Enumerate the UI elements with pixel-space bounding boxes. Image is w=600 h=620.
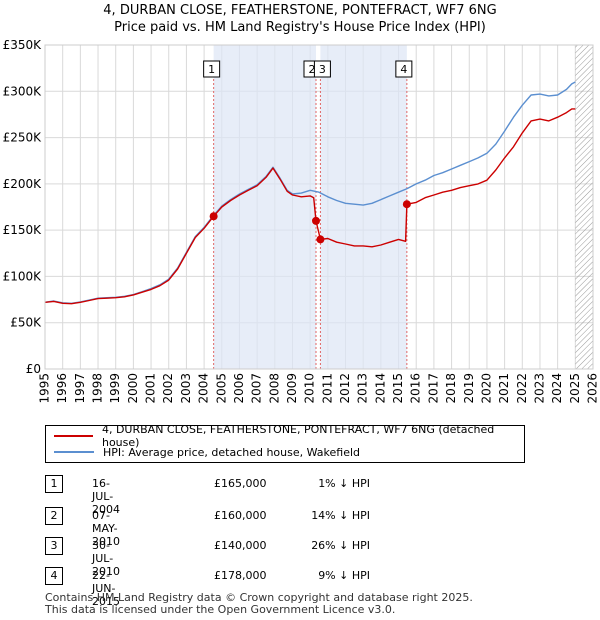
sale-number-label: 1 (208, 63, 215, 76)
y-tick-label: £300K (3, 84, 43, 98)
x-tick-label: 1996 (55, 373, 69, 404)
plot-area (45, 45, 593, 369)
sale-number-box (203, 60, 221, 78)
forecast-hatch (575, 45, 593, 369)
x-tick-label: 1995 (38, 373, 52, 404)
footer-copyright: Contains HM Land Registry data © Crown c… (45, 591, 473, 604)
x-tick-label: 2003 (179, 373, 193, 404)
sale-point (209, 212, 218, 221)
x-tick-label: 2026 (586, 373, 600, 404)
row-date: 30-JUL-2010 (92, 539, 120, 578)
row-hpi: 14% ↓ HPI (311, 509, 370, 522)
legend-item-property: 4, DURBAN CLOSE, FEATHERSTONE, PONTEFRAC… (46, 423, 524, 449)
x-tick-label: 2005 (214, 373, 228, 404)
x-tick-label: 2017 (426, 373, 440, 404)
chart-title: 4, DURBAN CLOSE, FEATHERSTONE, PONTEFRAC… (103, 3, 497, 18)
legend-swatch-red (54, 435, 93, 437)
x-tick-label: 2010 (303, 373, 317, 404)
y-tick-label: £250K (3, 131, 43, 145)
y-tick-label: £50K (10, 316, 42, 330)
x-tick-label: 1998 (91, 373, 105, 404)
x-tick-label: 2007 (250, 373, 264, 404)
x-tick-label: 2025 (568, 373, 582, 404)
legend-item-hpi: HPI: Average price, detached house, Wake… (46, 444, 360, 460)
sale-point (402, 200, 411, 209)
sale-interval-shading (213, 45, 316, 369)
row-price: £140,000 (214, 539, 267, 552)
sale-interval-shading (320, 45, 407, 369)
x-tick-label: 2009 (285, 373, 299, 404)
sale-number-label: 3 (319, 63, 326, 76)
row-date: 16-JUL-2004 (92, 477, 120, 516)
row-number-badge: 4 (45, 567, 63, 585)
plot-border (44, 44, 594, 370)
row-hpi: 1% ↓ HPI (318, 477, 370, 490)
x-tick-label: 2022 (515, 373, 529, 404)
sale-point (311, 216, 320, 225)
x-tick-label: 2000 (126, 373, 140, 404)
x-tick-label: 2001 (144, 373, 158, 404)
x-tick-label: 2016 (409, 373, 423, 404)
x-tick-label: 2018 (444, 373, 458, 404)
row-date: 22-JUN-2015 (92, 569, 120, 608)
row-number-badge: 1 (45, 475, 63, 493)
series-line-property (44, 108, 576, 305)
x-tick-label: 1999 (108, 373, 122, 404)
x-tick-label: 2008 (267, 373, 281, 404)
chart-legend: 4, DURBAN CLOSE, FEATHERSTONE, PONTEFRAC… (45, 423, 525, 463)
sale-number-box (395, 60, 413, 78)
y-tick-label: £0 (26, 362, 41, 376)
x-tick-label: 2015 (391, 373, 405, 404)
x-tick-label: 2006 (232, 373, 246, 404)
x-tick-label: 1997 (73, 373, 87, 404)
legend-label-property: 4, DURBAN CLOSE, FEATHERSTONE, PONTEFRAC… (101, 423, 495, 449)
y-tick-label: £100K (3, 269, 43, 283)
row-price: £165,000 (214, 477, 267, 490)
row-date: 07-MAY-2010 (92, 509, 120, 548)
x-tick-label: 2002 (161, 373, 175, 404)
footer-licence: This data is licensed under the Open Gov… (45, 603, 396, 616)
row-number-badge: 3 (45, 537, 63, 555)
x-tick-label: 2004 (197, 373, 211, 404)
sale-point (316, 235, 325, 244)
x-tick-label: 2020 (479, 373, 493, 404)
x-tick-label: 2024 (550, 373, 564, 404)
chart-subtitle: Price paid vs. HM Land Registry's House … (114, 20, 486, 35)
row-price: £160,000 (214, 509, 267, 522)
price-chart: £0 £50K £100K £150K £200K £250K £300K £350K 1995… (3, 38, 600, 404)
row-hpi: 9% ↓ HPI (318, 569, 370, 582)
sale-number-box (313, 60, 331, 78)
sale-number-label: 4 (400, 63, 407, 76)
legend-swatch-blue (54, 451, 94, 453)
x-tick-label: 2012 (338, 373, 352, 404)
row-price: £178,000 (214, 569, 267, 582)
y-tick-label: £200K (3, 177, 43, 191)
x-tick-label: 2014 (373, 373, 387, 404)
row-number-badge: 2 (45, 507, 63, 525)
x-tick-label: 2021 (497, 373, 511, 404)
legend-label-hpi: HPI: Average price, detached house, Wake… (103, 445, 361, 459)
x-tick-label: 2019 (462, 373, 476, 404)
x-tick-label: 2013 (356, 373, 370, 404)
y-tick-label: £150K (3, 223, 43, 237)
x-tick-label: 2011 (320, 373, 334, 404)
sale-number-label: 2 (308, 63, 315, 76)
x-tick-label: 2023 (532, 373, 546, 404)
row-hpi: 26% ↓ HPI (311, 539, 370, 552)
y-tick-label: £350K (3, 38, 43, 52)
